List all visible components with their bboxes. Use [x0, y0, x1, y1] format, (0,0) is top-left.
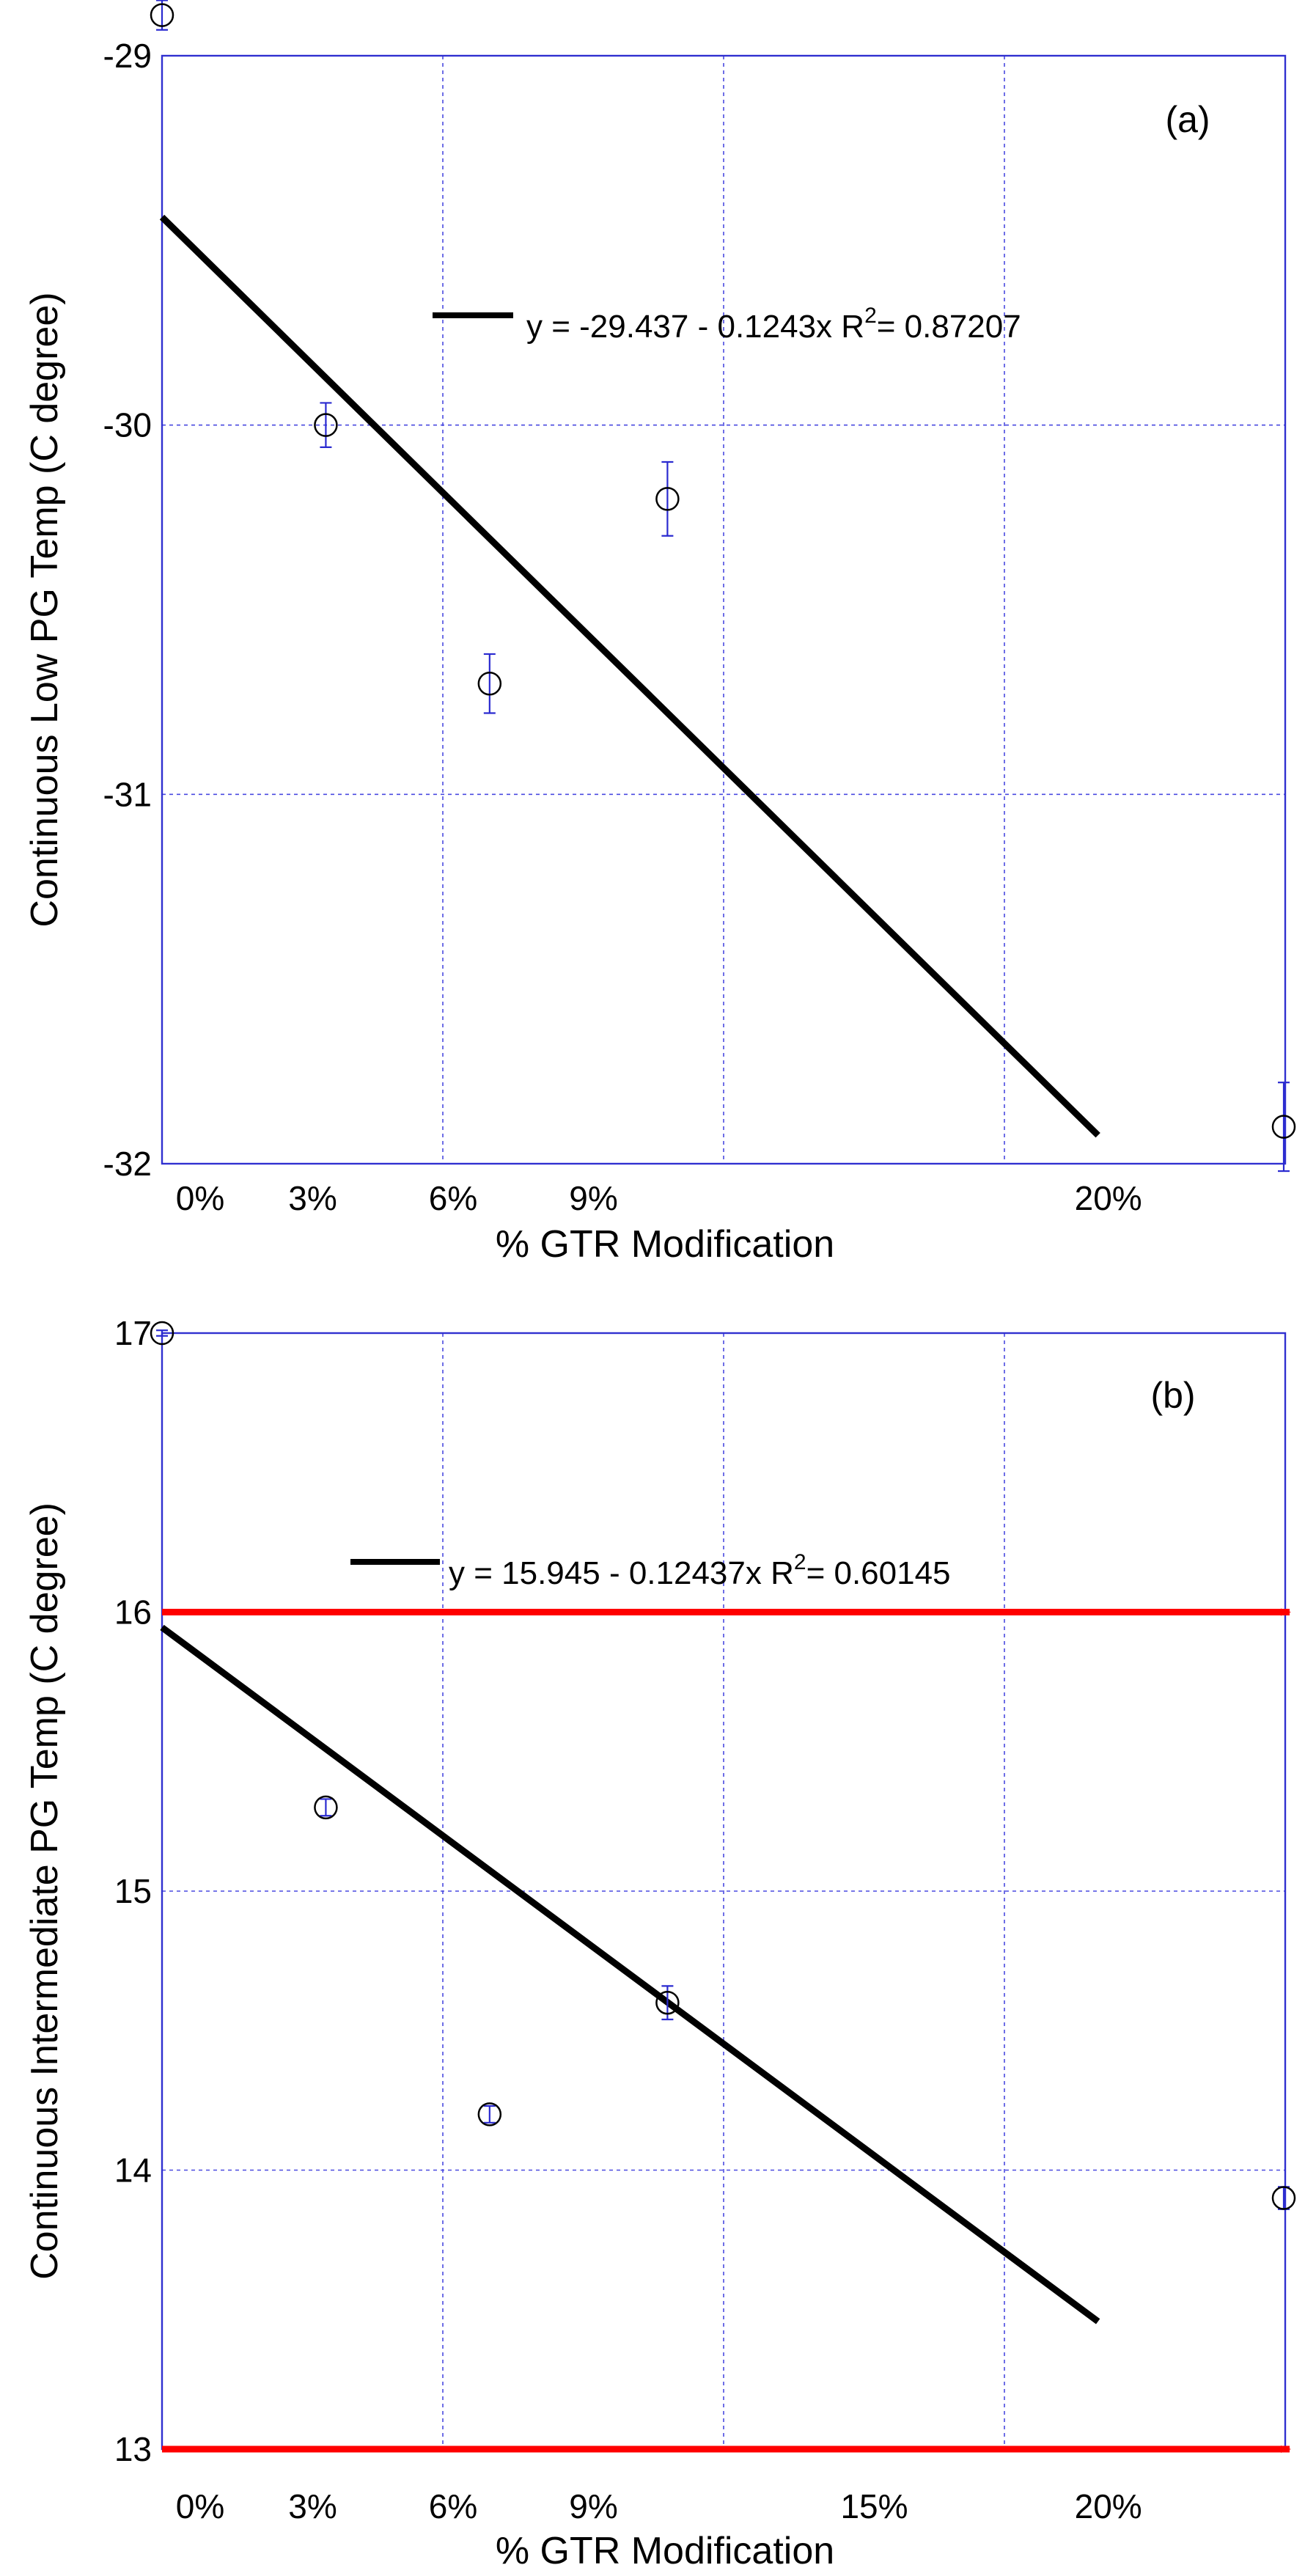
chart-panel-a: -32 -31 -30 -29 0% 3% 6% 9% 20% % GTR Modificatio…: [23, 0, 1296, 1266]
x-tick-label: 9%: [569, 2487, 617, 2525]
fit-line: [159, 214, 1100, 1138]
y-tick-label: 17: [114, 1314, 152, 1352]
y-tick-label: -31: [103, 775, 152, 813]
panel-label: (a): [1165, 99, 1210, 140]
y-tick-label: -29: [103, 37, 152, 75]
panel-label: (b): [1150, 1375, 1195, 1416]
data-point: [1271, 2186, 1296, 2210]
legend-equation: y = -29.437 - 0.1243x R2= 0.87207: [526, 304, 1021, 345]
legend-equation: y = 15.945 - 0.12437x R2= 0.60145: [449, 1550, 951, 1591]
legend-r2-value: = 0.87207: [877, 309, 1021, 345]
x-tick-label: 6%: [429, 2487, 477, 2525]
data-point: [150, 3, 174, 27]
y-axis-label: Continuous Intermediate PG Temp (C degre…: [23, 1502, 66, 2280]
y-tick-label: 15: [114, 1872, 152, 1910]
fit-line: [160, 1624, 1100, 2324]
x-tick-label: 3%: [288, 1179, 337, 1217]
data-point: [150, 1321, 174, 1346]
legend-equation-text: y = 15.945 - 0.12437x R: [449, 1555, 794, 1591]
y-tick-label: 14: [114, 2151, 152, 2190]
data-point: [314, 413, 338, 437]
x-tick-label: 0%: [176, 2487, 224, 2525]
data-point: [655, 1990, 680, 2015]
x-tick-label: 20%: [1075, 2487, 1142, 2525]
legend-r2-superscript: 2: [794, 1550, 806, 1574]
y-tick-label: -32: [103, 1145, 152, 1183]
legend-equation-text: y = -29.437 - 0.1243x R: [526, 309, 864, 345]
plot-frame: [161, 54, 1287, 1165]
y-axis-label: Continuous Low PG Temp (C degree): [23, 292, 66, 927]
data-point: [477, 671, 502, 696]
x-tick-label: 20%: [1075, 1179, 1142, 1217]
x-tick-label: 15%: [840, 2487, 908, 2525]
x-tick-label: 9%: [569, 1179, 617, 1217]
data-point: [477, 2102, 502, 2127]
y-tick-label: -30: [103, 406, 152, 444]
x-tick-label: 6%: [429, 1179, 477, 1217]
y-tick-label: 16: [114, 1593, 152, 1632]
x-tick-label: 3%: [288, 2487, 337, 2525]
y-tick-label: 13: [114, 2430, 152, 2468]
x-axis-label: % GTR Modification: [496, 2530, 834, 2572]
legend-r2-superscript: 2: [864, 304, 877, 328]
x-tick-label: 0%: [176, 1179, 224, 1217]
legend-r2-value: = 0.60145: [806, 1555, 951, 1591]
x-axis-label: % GTR Modification: [496, 1223, 834, 1266]
data-point: [655, 487, 680, 511]
data-point: [1271, 1115, 1296, 1139]
data-point: [314, 1795, 338, 1820]
chart-panel-b: 13 14 15 16 17 0% 3% 6% 9% 15% 20% % GTR Modificati…: [23, 1314, 1296, 2572]
